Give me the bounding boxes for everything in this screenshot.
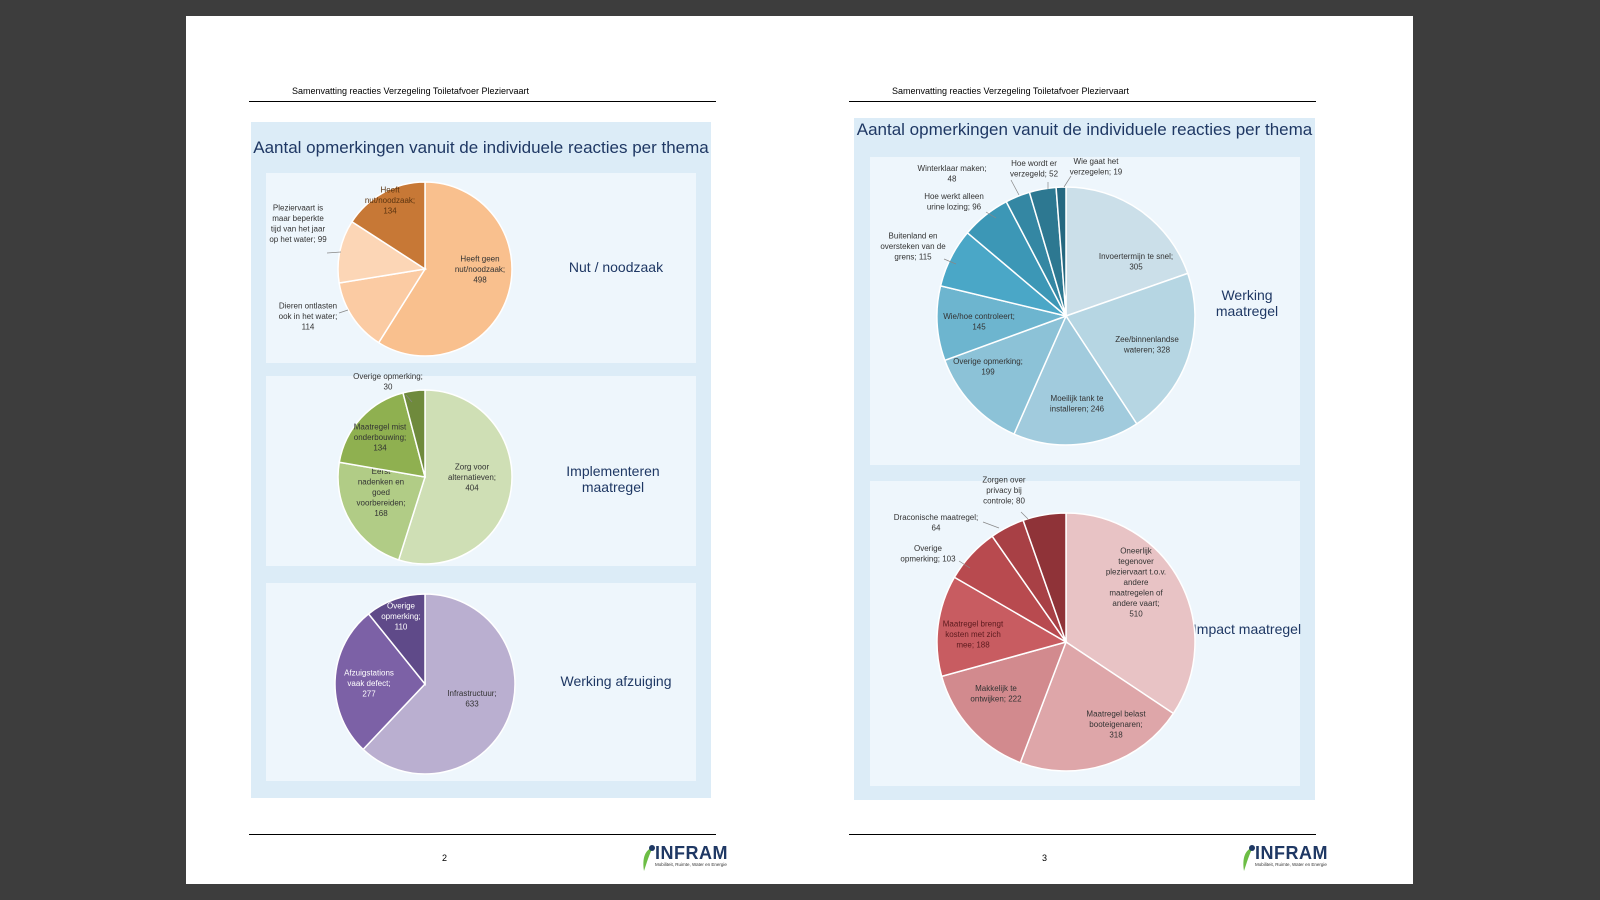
- pie-slice: [943, 314, 1068, 436]
- slice-data-label: Heeft nut/noodzaak; 134: [365, 186, 415, 216]
- leader-line: [1063, 175, 1072, 188]
- slice-data-label: Maatregel belast booteigenaren; 318: [1086, 710, 1146, 740]
- chart-title-nut-noodzaak: Nut / noodzaak: [568, 259, 664, 275]
- leaf-icon: [1243, 845, 1255, 871]
- logo-wordmark: INFRAM: [655, 843, 728, 863]
- pie-slice: [337, 220, 428, 284]
- slice-data-label: Winterklaar maken; 48: [918, 164, 987, 184]
- header-rule: [849, 101, 1316, 102]
- slice-data-label: Wie gaat het verzegelen; 19: [1070, 157, 1123, 177]
- page-number: 2: [442, 853, 448, 863]
- chart-title-afzuiging: Werking afzuiging: [560, 673, 672, 689]
- leader-line: [985, 211, 997, 219]
- leader-line: [982, 521, 1000, 529]
- slice-data-label: Overige opmerking; 199: [953, 357, 1023, 377]
- slice-data-label: Buitenland en oversteken van de grens; 115: [880, 232, 946, 262]
- panel-title: Aantal opmerkingen vanuit de individuele…: [856, 120, 1313, 139]
- pie-slice: [397, 389, 513, 565]
- document-viewer: Samenvatting reacties Verzegeling Toilet…: [186, 16, 1413, 884]
- pie-slice: [338, 267, 427, 344]
- pie-slice: [367, 593, 426, 687]
- slice-data-label: Overige opmerking; 103: [900, 544, 956, 564]
- slice-data-label: Draconische maatregel; 64: [894, 513, 978, 533]
- slice-data-label: Zorgen over privacy bij controle; 80: [982, 476, 1025, 506]
- footer-rule: [849, 834, 1316, 835]
- pie-slice: [940, 640, 1068, 764]
- pie-slice: [402, 389, 426, 478]
- slice-data-label: Makkelijk te ontwijken; 222: [970, 684, 1022, 704]
- pie-slice: [350, 181, 426, 271]
- leader-line: [1010, 179, 1020, 196]
- panel-title: Aantal opmerkingen vanuit de individuele…: [253, 138, 709, 157]
- logo-wordmark: INFRAM: [1255, 843, 1328, 863]
- infram-logo: INFRAM Mobiliteit, Ruimte, Water en Ener…: [641, 844, 728, 874]
- slice-data-label: Maatregel brengt kosten met zich mee; 188: [943, 620, 1004, 650]
- footer-rule: [249, 834, 716, 835]
- pie-slice: [1013, 314, 1138, 446]
- page-header: Samenvatting reacties Verzegeling Toilet…: [892, 86, 1129, 96]
- pie-slice: [377, 181, 513, 357]
- pie-slice: [337, 461, 426, 561]
- slice-data-label: Pleziervaart is maar beperkte tijd van het…: [269, 203, 327, 244]
- pie-slice: [936, 576, 1068, 678]
- header-rule: [249, 101, 716, 102]
- logo-tagline: Mobiliteit, Ruimte, Water en Energie: [655, 862, 727, 867]
- leader-line: [326, 251, 342, 254]
- chart-title-impact-maatregel: Impact maatregel: [1192, 621, 1302, 637]
- chart-title-werking-maatregel: Werking maatregel: [1215, 287, 1279, 319]
- pie-slice: [1022, 512, 1067, 643]
- leader-line: [338, 309, 349, 314]
- slice-data-label: Invoertermijn te snel; 305: [1099, 252, 1173, 271]
- slice-data-label: Heeft geen nut/noodzaak; 498: [455, 255, 505, 285]
- slice-data-label: Zorg voor alternatieven; 404: [448, 463, 496, 493]
- pie-slice: [362, 593, 516, 775]
- pie-slice: [1055, 186, 1067, 317]
- slice-data-label: Infrastructuur; 633: [447, 689, 496, 709]
- slice-data-label: Zee/binnenlandse wateren; 328: [1115, 335, 1179, 355]
- slice-data-label: Moeilijk tank te installeren; 246: [1050, 394, 1105, 414]
- slice-data-label: Eerst nadenken en goed voorbereiden; 168: [357, 467, 406, 518]
- slice-data-label: Maatregel mist onderbouwing; 134: [354, 423, 407, 453]
- slice-data-label: Hoe wordt er verzegeld; 52: [1010, 159, 1059, 179]
- pie-charts-canvas: Heeft geen nut/noodzaak; 498 Dieren ontlast…: [269, 157, 1196, 775]
- slice-data-label: Overige opmerking; 110: [381, 602, 421, 632]
- leader-line: [1020, 511, 1029, 520]
- pie-slice: [338, 391, 427, 478]
- chart-title-implementeren: Implementeren maatregel: [566, 463, 660, 495]
- leaf-icon: [643, 845, 655, 871]
- slice-data-label: Overige opmerking; 30: [353, 372, 423, 392]
- logo-tagline: Mobiliteit, Ruimte, Water en Energie: [1255, 862, 1327, 867]
- slice-data-label: Afzuigstations vaak defect; 277: [344, 669, 394, 699]
- slice-data-label: Oneerlijk tegenover pleziervaart t.o.v. and…: [1106, 547, 1166, 619]
- pie-slice: [1064, 272, 1196, 425]
- slice-data-label: Dieren ontlasten ook in het water; 114: [279, 302, 338, 332]
- leader-line: [943, 258, 957, 265]
- page-header: Samenvatting reacties Verzegeling Toilet…: [292, 86, 529, 96]
- slice-data-label: Wie/hoe controleert; 145: [943, 312, 1015, 332]
- pie-slice: [334, 612, 426, 751]
- infram-logo: INFRAM Mobiliteit, Ruimte, Water en Ener…: [1241, 844, 1328, 874]
- slice-data-label: Hoe werkt alleen urine lozing; 96: [924, 192, 984, 212]
- page-number: 3: [1042, 853, 1048, 863]
- pie-slice: [1019, 640, 1175, 772]
- leader-line: [405, 394, 413, 403]
- leader-line: [958, 560, 971, 569]
